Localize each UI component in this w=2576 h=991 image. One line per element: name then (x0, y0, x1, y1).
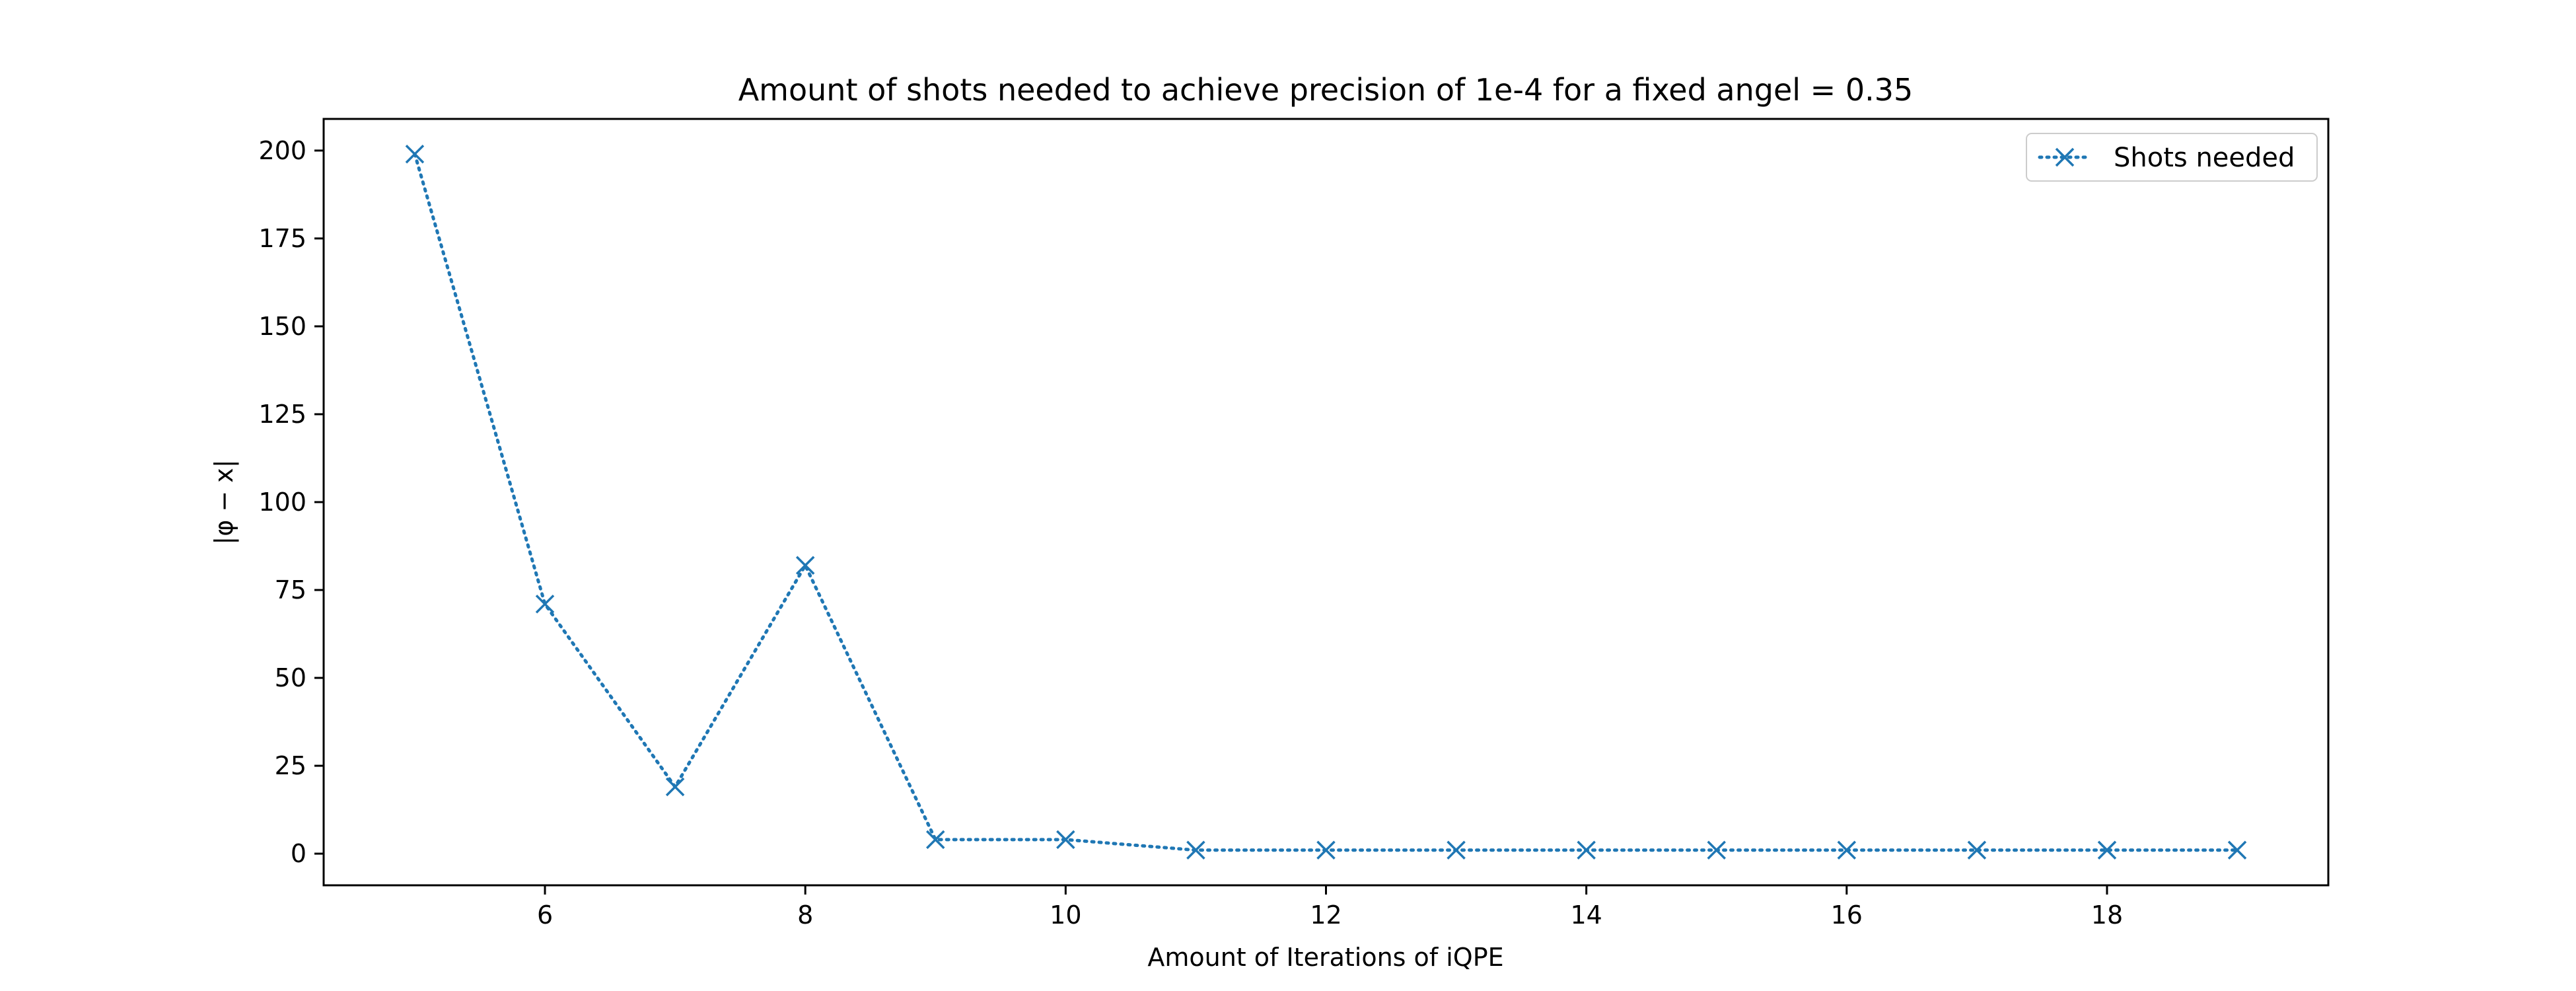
y-tick-label: 125 (258, 400, 306, 429)
data-point (2097, 840, 2117, 860)
y-tick-label: 50 (275, 663, 306, 692)
x-tick-label: 14 (1570, 900, 1602, 930)
data-point (535, 595, 555, 614)
x-axis-label: Amount of Iterations of iQPE (1147, 943, 1503, 972)
x-tick-label: 8 (797, 900, 813, 930)
legend-box (2026, 133, 2318, 182)
data-point (1967, 840, 1987, 860)
y-tick-label: 100 (258, 488, 306, 517)
data-point (926, 830, 945, 850)
legend: Shots needed (2026, 133, 2318, 182)
data-point (1056, 830, 1075, 850)
data-point (665, 777, 685, 797)
data-point (795, 556, 815, 575)
x-axis-ticks: 6 8 10 12 14 16 18 (537, 885, 2123, 930)
y-axis-label: |φ − x| (209, 459, 239, 544)
x-tick-label: 18 (2091, 900, 2123, 930)
chart-title: Amount of shots needed to achieve precis… (738, 72, 1914, 108)
data-point (1316, 840, 1336, 860)
data-point (1837, 840, 1857, 860)
y-tick-label: 200 (258, 136, 306, 165)
data-point (1577, 840, 1596, 860)
data-point (2227, 840, 2247, 860)
x-tick-label: 16 (1831, 900, 1863, 930)
y-axis-ticks: 0 25 50 75 100 125 150 175 200 (258, 136, 324, 868)
y-tick-label: 175 (258, 224, 306, 253)
y-tick-label: 25 (275, 751, 306, 780)
y-tick-label: 150 (258, 312, 306, 341)
y-tick-label: 75 (275, 575, 306, 605)
data-point (1707, 840, 1726, 860)
y-tick-label: 0 (291, 839, 306, 868)
legend-label: Shots needed (2114, 143, 2295, 173)
x-tick-label: 12 (1310, 900, 1342, 930)
series-layer (405, 144, 2247, 860)
x-tick-label: 10 (1050, 900, 1081, 930)
legend-marker-x (2055, 147, 2075, 167)
x-tick-label: 6 (537, 900, 553, 930)
data-point (1447, 840, 1466, 860)
data-point (1186, 840, 1205, 860)
data-point (405, 144, 425, 164)
